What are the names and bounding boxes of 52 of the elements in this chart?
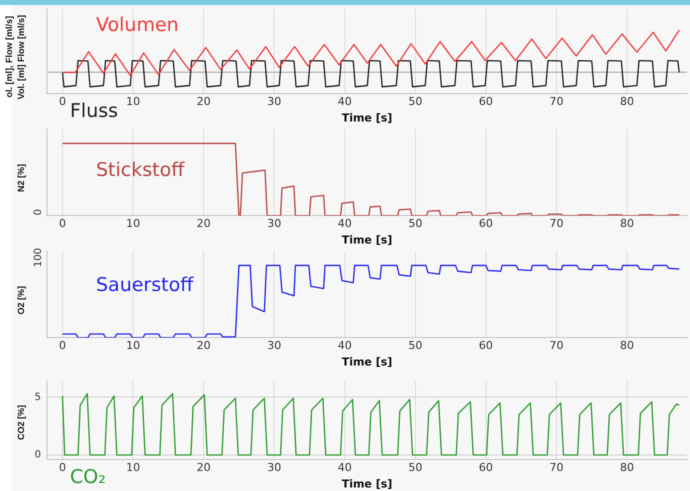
x-tick-label: 30	[267, 95, 282, 108]
x-tick-label: 50	[408, 339, 422, 352]
x-tick-label: 80	[620, 461, 634, 474]
x-tick-label: 0	[59, 217, 66, 230]
x-axis-title: Time [s]	[342, 111, 392, 124]
y-axis-title: CO2 [%]	[16, 404, 26, 440]
x-tick-label: 20	[196, 217, 211, 230]
series-label: Fluss	[70, 100, 118, 122]
y-axis-title: Vol. [ml] Flow [ml/s]	[16, 15, 26, 100]
x-tick-label: 0	[59, 339, 66, 352]
x-tick-label: 60	[478, 95, 493, 108]
x-tick-label: 30	[267, 339, 282, 352]
x-tick-label: 10	[126, 461, 140, 474]
series-label: Sauerstoff	[96, 274, 194, 296]
x-tick-label: 60	[478, 339, 493, 352]
x-tick-label: 10	[126, 217, 140, 230]
text: 100	[33, 248, 44, 268]
series-label: Stickstoff	[96, 159, 184, 181]
x-tick-label: 30	[267, 217, 282, 230]
x-tick-label: 80	[620, 339, 634, 352]
y-axis-title: N2 [%]	[16, 164, 26, 192]
x-tick-label: 20	[196, 461, 211, 474]
x-axis-title: Time [s]	[342, 477, 392, 490]
x-tick-label: 60	[478, 461, 493, 474]
x-tick-label: 40	[338, 95, 352, 108]
x-tick-label: 50	[408, 95, 422, 108]
x-tick-label: 80	[620, 217, 634, 230]
x-tick-label: 60	[478, 217, 493, 230]
x-tick-label: 40	[338, 217, 352, 230]
x-tick-label: 40	[338, 461, 352, 474]
text: ol. [ml], Flow [ml/s]	[4, 16, 14, 98]
x-tick-label: 20	[196, 339, 211, 352]
x-tick-label: 0	[59, 95, 66, 108]
y-axis-title: O2 [%]	[16, 286, 26, 314]
x-tick-label: 20	[196, 95, 211, 108]
x-tick-label: 70	[549, 217, 564, 230]
x-tick-label: 30	[267, 461, 282, 474]
x-tick-label: 50	[408, 217, 422, 230]
x-tick-label: 80	[620, 95, 634, 108]
series-label: Volumen	[96, 14, 179, 36]
x-tick-label: 40	[338, 339, 352, 352]
x-tick-label: 70	[549, 461, 564, 474]
series-label: CO₂	[70, 466, 106, 488]
x-tick-label: 70	[549, 95, 564, 108]
x-tick-label: 70	[549, 339, 564, 352]
x-axis-title: Time [s]	[342, 355, 392, 368]
x-tick-label: 10	[126, 339, 140, 352]
y-tick-label: 5	[34, 392, 41, 403]
x-axis-title: Time [s]	[342, 233, 392, 246]
x-tick-label: 0	[59, 461, 66, 474]
x-tick-label: 50	[408, 461, 422, 474]
x-tick-label: 10	[126, 95, 140, 108]
